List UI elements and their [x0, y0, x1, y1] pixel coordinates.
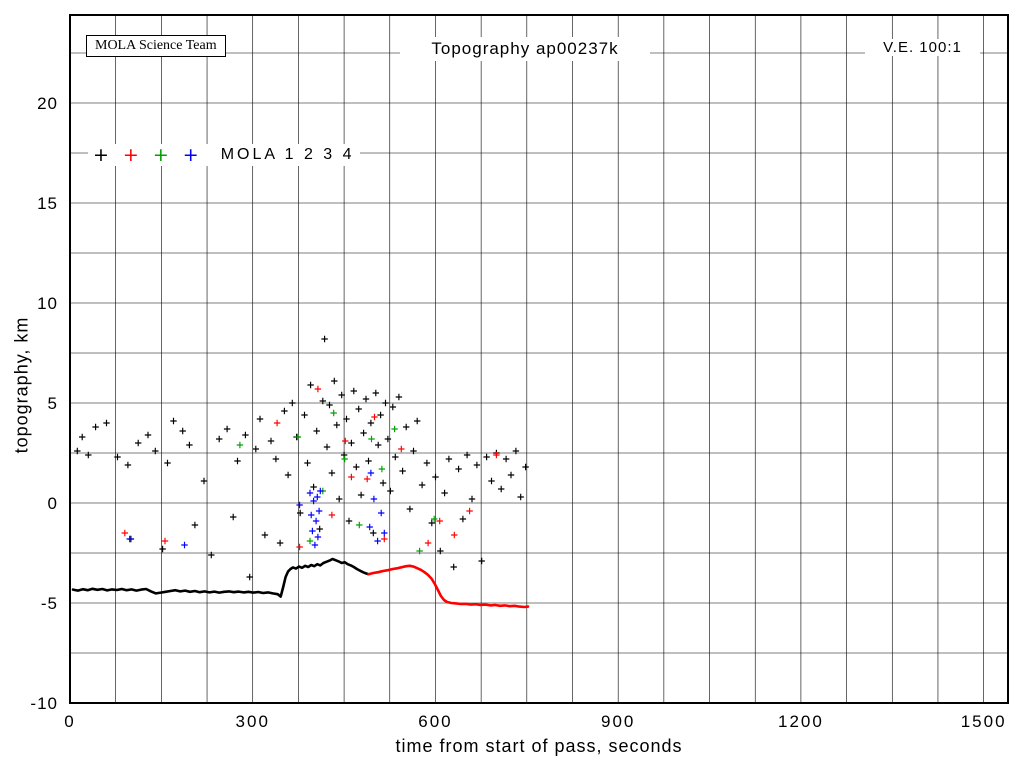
y-tick-label: 15	[37, 194, 58, 213]
legend-marker-mola-3-icon: +	[152, 143, 169, 166]
ground-track-profiles	[71, 557, 530, 609]
x-tick-label: 1500	[961, 712, 1007, 731]
x-tick-label: 600	[418, 712, 452, 731]
legend: + + + + MOLA 1 2 3 4	[88, 144, 360, 166]
profile-ground-track-segment-1	[71, 557, 370, 598]
x-tick-label: 300	[236, 712, 270, 731]
y-tick-label: -5	[41, 594, 58, 613]
x-tick-label: 1200	[778, 712, 824, 731]
tick-labels: 0 300 600 900 1200 1500 -10 -5 0 5 10 15 20	[30, 94, 1007, 731]
legend-marker-mola-2-icon: +	[122, 143, 139, 166]
y-tick-label: 10	[37, 294, 58, 313]
scatter-mola-4	[126, 469, 388, 549]
x-tick-label: 0	[64, 712, 75, 731]
y-tick-label: -10	[30, 694, 58, 713]
legend-label: MOLA 1 2 3 4	[220, 146, 355, 163]
vertical-exaggeration-label: V.E. 100:1	[865, 39, 980, 56]
scatter-series	[74, 335, 529, 581]
grid	[70, 15, 1008, 703]
legend-marker-mola-1-icon: +	[93, 143, 109, 166]
y-axis-label: topography, km	[11, 316, 32, 454]
page-title: Topography ap00237k	[400, 37, 650, 61]
scatter-mola-1	[74, 335, 529, 581]
plot-frame	[69, 14, 1009, 704]
scatter-mola-3	[236, 409, 438, 555]
x-axis-label: time from start of pass, seconds	[395, 736, 683, 756]
y-tick-label: 5	[48, 394, 58, 413]
legend-marker-mola-4-icon: +	[182, 143, 199, 166]
y-tick-label: 20	[37, 94, 58, 113]
scatter-mola-2	[121, 385, 500, 551]
science-team-box: MOLA Science Team	[86, 35, 226, 57]
x-tick-label: 900	[601, 712, 635, 731]
y-tick-label: 0	[48, 494, 58, 513]
profile-ground-track-segment-2	[367, 564, 530, 609]
